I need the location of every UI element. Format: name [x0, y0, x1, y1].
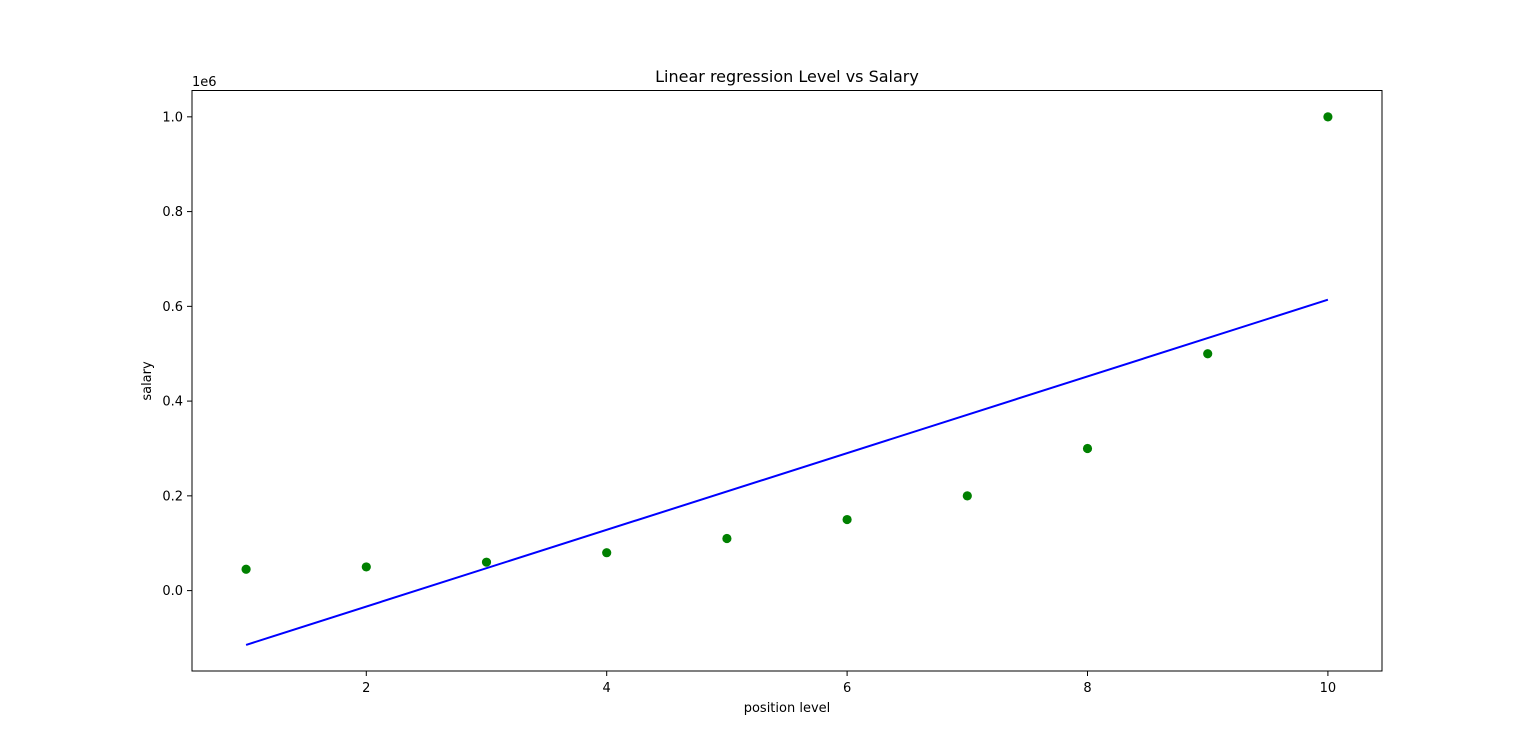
axes-frame — [191, 90, 1383, 672]
scatter-point — [602, 548, 612, 558]
y-tick-label: 0.6 — [162, 300, 183, 315]
y-tick-label: 0.4 — [162, 395, 183, 410]
scatter-point — [1203, 349, 1213, 359]
plot-area — [241, 112, 1333, 646]
y-tick-label: 0.0 — [162, 584, 183, 599]
scatter-point — [1323, 112, 1333, 122]
x-axis-label: position level — [744, 701, 831, 716]
y-axis-label: salary — [140, 361, 155, 401]
scatter-point — [842, 514, 852, 525]
scatter-point — [241, 564, 251, 574]
x-tick-label: 4 — [603, 681, 611, 696]
y-axis-offset-label: 1e6 — [192, 75, 217, 90]
x-tick-label: 6 — [843, 681, 851, 696]
x-tick-label: 10 — [1320, 681, 1337, 696]
y-tick-label: 0.8 — [162, 205, 183, 220]
scatter-point — [962, 491, 972, 501]
y-tick-label: 0.2 — [162, 489, 183, 504]
scatter-point — [361, 562, 371, 572]
scatter-point — [481, 557, 492, 567]
chart-title: Linear regression Level vs Salary — [655, 67, 919, 86]
regression-line — [245, 298, 1329, 646]
x-axis-ticks: 2 4 6 8 10 — [362, 671, 1336, 696]
x-tick-label: 2 — [362, 681, 370, 696]
y-axis-ticks: 0.0 0.2 0.4 0.6 0.8 1.0 — [162, 110, 192, 599]
y-tick-label: 1.0 — [162, 110, 183, 125]
x-tick-label: 8 — [1083, 681, 1091, 696]
scatter-point — [722, 533, 732, 544]
scatter-point — [1082, 443, 1093, 454]
